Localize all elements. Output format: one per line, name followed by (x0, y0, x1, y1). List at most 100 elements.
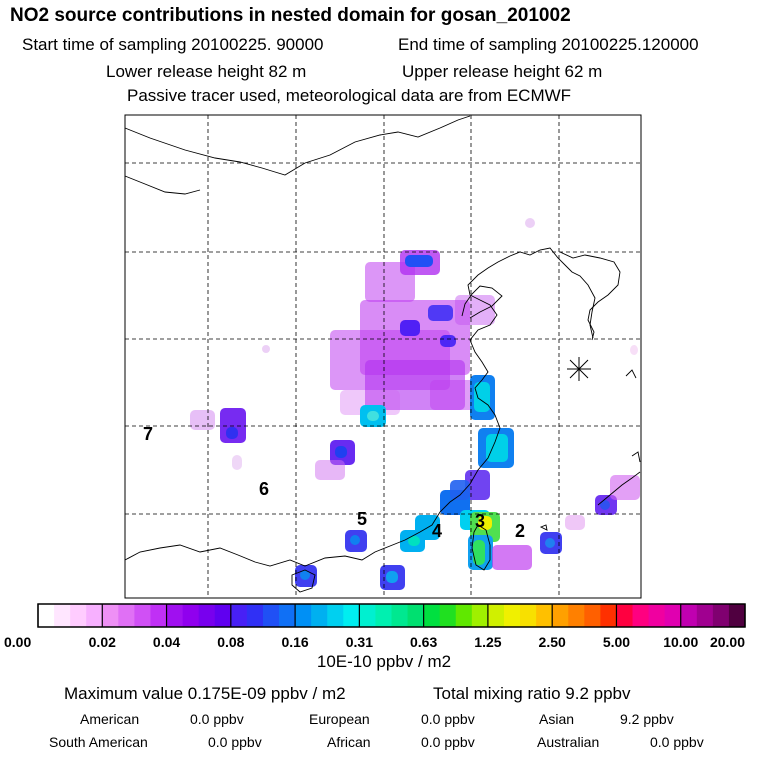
colorbar-tick-label: 20.00 (710, 634, 745, 650)
coastline-south-border (124, 175, 201, 195)
colorbar-swatch (375, 604, 392, 627)
colorbar-swatch (439, 604, 457, 627)
colorbar-swatch (568, 604, 585, 627)
plume-cell (405, 255, 433, 267)
region-label-6: 6 (259, 479, 269, 499)
region-label-4: 4 (432, 521, 442, 541)
colorbar-swatch (359, 604, 376, 627)
plume-cell (565, 515, 585, 530)
contrib-value-asian: 9.2 ppbv (620, 711, 674, 727)
contrib-name-european: European (309, 711, 370, 727)
colorbar-swatch (70, 604, 87, 627)
chart-title: NO2 source contributions in nested domai… (10, 5, 571, 26)
start-time-text: Start time of sampling 20100225. 90000 (22, 35, 324, 54)
colorbar-swatch (198, 604, 216, 627)
colorbar-swatch (455, 604, 473, 627)
colorbar-swatch (552, 604, 569, 627)
end-time-text: End time of sampling 20100225.120000 (398, 35, 699, 54)
colorbar-ticks: 0.00 0.02 0.04 0.08 0.16 0.31 0.63 1.25 2.50 5.00… (4, 604, 746, 650)
colorbar-swatch (632, 604, 650, 627)
colorbar-swatch (134, 604, 151, 627)
total-mixing-text: Total mixing ratio 9.2 ppbv (433, 684, 631, 703)
plume-cell (525, 218, 535, 228)
plume-cell (367, 411, 379, 421)
plume-cell (610, 475, 640, 500)
coastline-korea (559, 251, 621, 341)
colorbar-swatch (728, 604, 746, 627)
coastline-bay (461, 285, 503, 319)
region-label-3: 3 (475, 511, 485, 531)
plume-cell (450, 480, 470, 500)
colorbar-swatch (38, 604, 55, 627)
contrib-name-asian: Asian (539, 711, 575, 727)
colorbar-swatch (407, 604, 425, 627)
contrib-name-american: American (80, 711, 140, 727)
colorbar-swatch (182, 604, 200, 627)
colorbar-swatch (391, 604, 409, 627)
plume-cell (474, 382, 490, 412)
contrib-value-south-american: 0.0 ppbv (208, 734, 262, 750)
colorbar-swatch (680, 604, 698, 627)
colorbar-tick-label: 5.00 (603, 634, 630, 650)
plume-cell (430, 380, 480, 410)
coastline-island-east (631, 451, 641, 463)
grid-lines (125, 115, 641, 598)
contrib-name-african: African (327, 734, 371, 750)
units-label: 10E-10 ppbv / m2 (316, 652, 452, 671)
colorbar-tick-label: 10.00 (663, 634, 698, 650)
receptor-star-icon (567, 357, 591, 381)
colorbar-swatch (712, 604, 730, 627)
coastline-hainan (291, 569, 316, 593)
colorbar-swatch (327, 604, 344, 627)
plume-cell (440, 335, 456, 347)
colorbar-swatch (664, 604, 682, 627)
plume-cell (386, 571, 398, 583)
colorbar-swatch (584, 604, 601, 627)
colorbar (37, 603, 746, 628)
colorbar-tick-label: 1.25 (474, 634, 501, 650)
colorbar-swatch (471, 604, 489, 627)
colorbar-swatch (487, 604, 505, 627)
colorbar-swatch (600, 604, 617, 627)
coastline-island-east2 (625, 369, 637, 379)
colorbar-swatch (246, 604, 264, 627)
colorbar-swatch (536, 604, 553, 627)
region-label-2: 2 (515, 521, 525, 541)
colorbar-swatch (295, 604, 312, 627)
coastlines (124, 115, 641, 593)
plume-cell (315, 460, 345, 480)
plume-cell (455, 295, 495, 325)
colorbar-swatch (166, 604, 184, 627)
coastline-ryukyu (597, 471, 641, 506)
contrib-name-australian: Australian (537, 734, 600, 750)
plume-cell (465, 470, 490, 500)
contrib-name-south-american: South American (49, 734, 148, 750)
plume-cells (190, 218, 640, 590)
colorbar-swatch (343, 604, 360, 627)
coastline-small-island (539, 524, 548, 531)
plume-cell (600, 500, 610, 510)
contrib-value-american: 0.0 ppbv (190, 711, 244, 727)
map-frame (124, 114, 642, 599)
colorbar-swatch (118, 604, 135, 627)
colorbar-tick-label: 0.08 (217, 634, 244, 650)
colorbar-swatch (503, 604, 521, 627)
plume-cell (226, 427, 238, 439)
colorbar-swatch (102, 604, 119, 627)
coastline-mainland (124, 247, 596, 567)
plume-cell (478, 516, 492, 530)
contrib-value-australian: 0.0 ppbv (650, 734, 704, 750)
plume-cell (232, 455, 242, 470)
plume-cell (335, 446, 347, 458)
colorbar-swatch (648, 604, 666, 627)
tracer-note-text: Passive tracer used, meteorological data… (127, 86, 572, 105)
upper-height-text: Upper release height 62 m (402, 62, 603, 81)
colorbar-tick-label: 2.50 (539, 634, 566, 650)
colorbar-swatch (150, 604, 168, 627)
plume-cell (545, 538, 555, 548)
plume-cell (190, 410, 215, 430)
plume-cell (492, 545, 532, 570)
colorbar-swatch (311, 604, 328, 627)
colorbar-tick-label: 0.02 (89, 634, 116, 650)
